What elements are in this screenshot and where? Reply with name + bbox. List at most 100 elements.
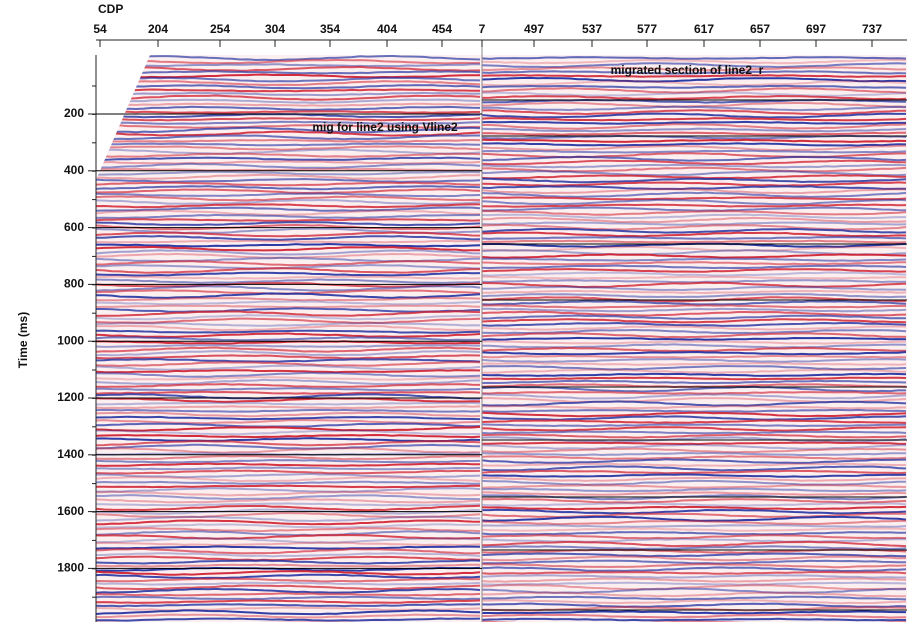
seismic-trace bbox=[482, 362, 907, 366]
seismic-trace bbox=[96, 577, 481, 583]
seismic-trace bbox=[96, 530, 481, 537]
seismic-trace bbox=[96, 429, 480, 436]
seismic-trace bbox=[96, 249, 481, 256]
seismic-trace bbox=[482, 524, 907, 528]
seismic-trace bbox=[482, 221, 907, 226]
seismic-trace bbox=[96, 304, 481, 309]
seismic-trace bbox=[96, 480, 481, 485]
seismic-trace bbox=[482, 483, 907, 489]
seismic-trace bbox=[482, 476, 906, 482]
seismic-trace bbox=[482, 198, 907, 206]
seismic-trace bbox=[96, 213, 481, 220]
seismic-trace bbox=[96, 369, 481, 374]
seismic-trace bbox=[482, 109, 907, 116]
seismic-trace bbox=[482, 505, 907, 511]
seismic-trace bbox=[96, 458, 481, 464]
seismic-trace bbox=[96, 547, 481, 555]
seismic-trace bbox=[482, 336, 907, 341]
seismic-trace bbox=[96, 559, 481, 565]
seismic-trace bbox=[482, 62, 907, 69]
seismic-trace bbox=[482, 584, 907, 591]
y-tick-label: 1600 bbox=[57, 504, 84, 518]
seismic-trace bbox=[96, 76, 481, 83]
seismic-trace bbox=[482, 87, 907, 94]
seismic-trace bbox=[482, 58, 906, 65]
seismic-trace bbox=[96, 91, 481, 97]
seismic-trace bbox=[482, 540, 907, 548]
x-tick-label: 617 bbox=[694, 22, 714, 36]
seismic-trace bbox=[482, 149, 907, 154]
seismic-trace bbox=[482, 91, 907, 97]
seismic-trace bbox=[96, 358, 481, 363]
seismic-trace bbox=[482, 318, 907, 324]
seismic-trace bbox=[96, 587, 481, 594]
seismic-trace bbox=[482, 430, 907, 435]
seismic-trace bbox=[482, 354, 907, 359]
seismic-trace bbox=[482, 340, 907, 345]
seismic-trace bbox=[96, 292, 481, 299]
seismic-trace bbox=[482, 275, 907, 280]
seismic-trace bbox=[482, 300, 907, 306]
x-tick-label: 54 bbox=[93, 22, 107, 36]
seismic-trace bbox=[482, 188, 907, 195]
seismic-trace bbox=[482, 267, 907, 273]
seismic-trace bbox=[96, 260, 481, 267]
seismic-trace bbox=[96, 84, 481, 90]
seismic-trace bbox=[482, 321, 907, 327]
seismic-trace bbox=[96, 310, 481, 317]
seismic-trace bbox=[96, 181, 480, 187]
seismic-trace bbox=[96, 209, 480, 217]
x-tick-label: 697 bbox=[806, 22, 826, 36]
seismic-trace bbox=[482, 566, 907, 573]
x-tick-label: 204 bbox=[148, 22, 168, 36]
seismic-trace bbox=[96, 408, 481, 413]
seismic-trace bbox=[482, 245, 907, 252]
seismic-trace bbox=[96, 512, 481, 519]
seismic-trace bbox=[96, 469, 481, 475]
seismic-trace bbox=[482, 163, 907, 169]
x-tick-label: 304 bbox=[265, 22, 285, 36]
seismic-trace bbox=[482, 74, 906, 78]
seismic-trace bbox=[96, 433, 481, 439]
seismic-trace bbox=[482, 131, 906, 136]
seismic-trace bbox=[96, 63, 480, 68]
seismic-trace bbox=[96, 329, 481, 334]
seismic-trace bbox=[482, 196, 907, 201]
seismic-trace bbox=[96, 563, 481, 568]
seismic-trace bbox=[482, 292, 906, 299]
seismic-trace bbox=[482, 191, 907, 199]
seismic-trace bbox=[482, 531, 907, 536]
seismic-trace bbox=[482, 285, 907, 292]
seismic-trace bbox=[482, 257, 907, 262]
seismic-trace bbox=[482, 487, 907, 493]
y-tick-label: 1400 bbox=[57, 447, 84, 461]
seismic-trace bbox=[482, 552, 907, 558]
y-tick-label: 800 bbox=[64, 277, 84, 291]
seismic-trace bbox=[482, 577, 907, 583]
seismic-trace bbox=[482, 56, 907, 60]
seismic-trace bbox=[482, 587, 907, 594]
panel-traces bbox=[482, 56, 907, 622]
seismic-trace bbox=[482, 598, 907, 605]
seismic-trace bbox=[482, 155, 907, 162]
seismic-trace bbox=[96, 364, 481, 371]
seismic-trace bbox=[96, 595, 481, 601]
seismic-trace bbox=[482, 555, 907, 562]
seismic-trace bbox=[96, 145, 481, 151]
seismic-trace bbox=[96, 73, 481, 79]
seismic-trace bbox=[96, 245, 480, 252]
panel-traces bbox=[96, 55, 481, 622]
y-tick-label: 600 bbox=[64, 220, 84, 234]
seismic-trace bbox=[482, 570, 907, 575]
seismic-trace bbox=[96, 346, 481, 353]
seismic-trace bbox=[96, 376, 481, 381]
seismic-trace bbox=[482, 170, 907, 177]
seismic-trace bbox=[482, 185, 907, 191]
seismic-trace bbox=[96, 173, 480, 180]
seismic-trace bbox=[482, 534, 907, 540]
seismic-trace bbox=[482, 112, 906, 119]
seismic-trace bbox=[96, 609, 481, 616]
seismic-trace bbox=[482, 80, 907, 87]
seismic-trace bbox=[482, 443, 907, 450]
seismic-trace bbox=[482, 239, 907, 244]
